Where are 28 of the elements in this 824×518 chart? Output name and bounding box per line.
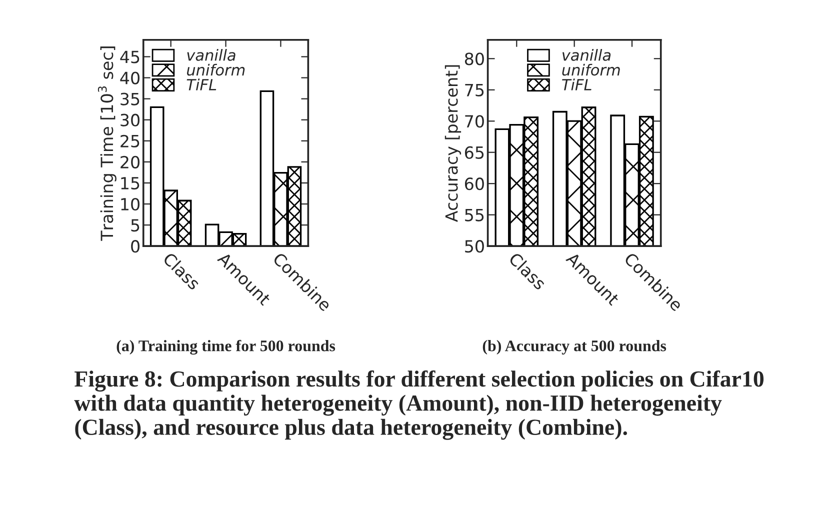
y-tick-label: 25 (120, 134, 140, 148)
y-tick-label: 75 (465, 84, 484, 96)
text: (a) Training time for 500 rounds (116, 340, 336, 355)
y-tick-label: 80 (464, 52, 484, 66)
y-tick-label: 55 (465, 208, 484, 222)
y-axis-title: Accuracy [percent] (444, 65, 462, 222)
y-tick-label: 65 (464, 146, 484, 159)
y-tick-label: 0 (131, 240, 140, 253)
y-tick-label: 45 (120, 50, 140, 64)
legend-label: vanilla (562, 49, 611, 61)
y-tick-label: 35 (120, 92, 140, 106)
caption: Figure 8: Comparison results for different selection policies on Cifar10 with data quantity heterogeneity (Amount), non-IID heterogeneity (Class), and resource plus data heterogeneity (Combine). (74, 370, 764, 440)
legend-label: TiFL (186, 78, 216, 90)
y-tick-label: 5 (131, 219, 140, 232)
text: (b) Accuracy at 500 rounds (482, 340, 666, 355)
y-tick-label: 60 (464, 178, 484, 190)
y-tick-label: 10 (121, 198, 140, 211)
legend-label: uniform (562, 64, 620, 76)
legend-label: uniform (187, 64, 245, 76)
y-axis-title: Training Time [10$^{3}$ sec] (98, 46, 116, 241)
y-tick-label: 40 (120, 72, 140, 84)
legend-label: vanilla (187, 49, 236, 61)
y-tick-label: 70 (465, 115, 484, 128)
y-tick-label: 15 (121, 177, 140, 190)
y-tick-label: 50 (465, 240, 484, 253)
y-tick-label: 20 (120, 156, 140, 168)
y-tick-label: 30 (120, 114, 140, 126)
legend-label: TiFL (562, 78, 592, 90)
